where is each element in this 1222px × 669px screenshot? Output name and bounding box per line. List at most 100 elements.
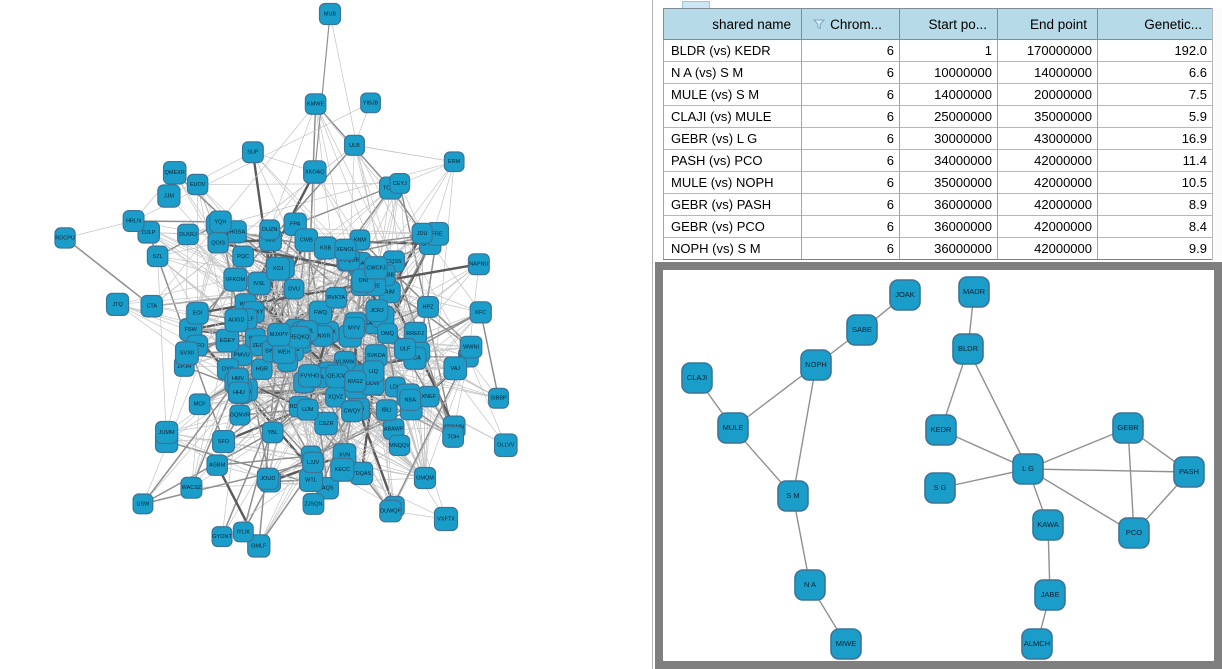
network-node[interactable]: OLLVV [493,433,518,458]
network-node[interactable]: ZJSQN [302,493,325,515]
network-node[interactable]: ULF [394,337,417,361]
network-node[interactable]: NVGZ [344,370,367,393]
network-edge[interactable] [166,381,356,433]
table-cell[interactable]: 6 [801,127,900,150]
network-node[interactable]: ULB [343,134,366,156]
network-edge[interactable] [479,311,500,399]
network-node[interactable]: SFO [211,429,236,454]
network-edge[interactable] [315,103,423,234]
network-edge[interactable] [393,356,469,507]
network-node[interactable]: YIBJB [360,92,381,114]
network-node[interactable]: S G [924,472,956,504]
network-node[interactable]: SIBBP [488,387,510,409]
network-node[interactable]: JTQ [105,292,130,316]
table-cell[interactable]: 36000000 [899,193,998,216]
table-cell[interactable]: NOPH (vs) S M [663,237,802,260]
network-node[interactable]: USW [132,493,154,515]
network-node[interactable]: L G [1012,453,1044,485]
network-node[interactable]: RDCPU [54,227,76,249]
network-node[interactable]: JDU [411,222,433,244]
table-cell[interactable]: 6 [801,215,900,238]
table-cell[interactable]: 6 [801,39,900,62]
table-row[interactable]: GEBR (vs) PCO 6 36000000 42000000 8.4 [663,215,1213,238]
network-node[interactable]: ALMCH [1021,628,1053,660]
network-node[interactable]: BLDR [952,333,984,365]
table-cell[interactable]: N A (vs) S M [663,61,802,84]
table-cell[interactable]: 1 [899,39,998,62]
network-edge[interactable] [408,312,482,396]
network-edge[interactable] [325,187,391,249]
table-row[interactable]: N A (vs) S M 6 10000000 14000000 6.6 [663,61,1213,84]
network-node[interactable]: HHU [227,381,250,404]
network-node[interactable]: MADR [958,276,990,308]
panel-splitter[interactable] [652,0,653,669]
network-node[interactable]: N A [794,569,826,601]
column-header-genetic-[interactable]: Genetic... [1097,8,1213,40]
network-node[interactable]: DUWQF [379,499,402,523]
network-node[interactable]: LJJV [302,451,324,474]
table-cell[interactable]: 14000000 [899,83,998,106]
network-node[interactable]: CEYJ [389,172,411,194]
table-cell[interactable]: 9.9 [1097,237,1213,260]
network-edge[interactable] [314,13,331,173]
network-node[interactable]: UJM [296,398,319,421]
network-edge[interactable] [967,348,1029,470]
network-node[interactable]: GQNVR [229,404,251,426]
table-cell[interactable]: 35000000 [997,105,1098,128]
network-node[interactable]: JUMM [155,420,179,445]
column-header-end-point[interactable]: End point [997,8,1098,40]
network-node[interactable]: QOIS [207,232,229,254]
network-node[interactable]: AGBM [206,454,228,476]
table-cell[interactable]: 34000000 [899,149,998,172]
table-cell[interactable]: GEBR (vs) L G [663,127,802,150]
network-node[interactable]: JOUD [256,467,279,490]
network-node[interactable]: VXFTX [433,506,459,532]
network-edge[interactable] [1027,427,1129,470]
network-node[interactable]: YQH [209,210,232,234]
network-edge[interactable] [393,261,406,350]
table-row[interactable]: MULE (vs) S M 6 14000000 20000000 7.5 [663,83,1213,106]
network-node[interactable]: SUP [241,141,264,164]
network-node[interactable]: EOI [186,301,209,325]
network-edge[interactable] [269,103,316,231]
network-node[interactable]: FVYHO [297,364,322,388]
table-cell[interactable]: 14000000 [997,61,1098,84]
network-node[interactable]: KECC [330,457,355,482]
network-node[interactable]: KMWE [304,93,327,115]
network-node[interactable]: ERM [443,151,465,173]
table-cell[interactable]: 36000000 [899,215,998,238]
network-node[interactable]: CWQY [341,400,364,423]
network-edge[interactable] [217,242,295,290]
network-node[interactable]: TOH [442,425,465,448]
table-cell[interactable]: MULE (vs) NOPH [663,171,802,194]
network-edge[interactable] [1127,427,1135,534]
table-row[interactable]: MULE (vs) NOPH 6 35000000 42000000 10.5 [663,171,1213,194]
column-header-shared-name[interactable]: shared name [663,8,802,40]
network-node[interactable]: QMEXR [162,160,187,185]
table-cell[interactable]: 20000000 [997,83,1098,106]
network-edge[interactable] [142,391,241,505]
table-cell[interactable]: 42000000 [997,193,1098,216]
network-node[interactable]: KEDR [925,414,957,446]
network-edge[interactable] [142,461,314,505]
table-cell[interactable]: 8.9 [1097,193,1213,216]
network-node[interactable]: JCRJ [365,299,389,323]
network-node[interactable]: EGEY [215,328,240,353]
table-cell[interactable]: 8.4 [1097,215,1213,238]
table-cell[interactable]: 6 [801,237,900,260]
network-edge[interactable] [216,224,438,235]
network-edge[interactable] [258,423,327,547]
network-node[interactable]: CLAJI [681,362,713,394]
network-node[interactable]: GMQM [413,466,437,490]
network-edge[interactable] [64,220,134,239]
network-node[interactable]: IBLI [375,399,398,421]
network-node[interactable]: DMQ [376,322,398,344]
network-node[interactable]: KAWA [1032,509,1064,541]
network-node[interactable]: NOPH [800,349,832,381]
network-edge[interactable] [354,145,455,163]
network-edge[interactable] [309,375,395,507]
network-edge[interactable] [344,454,426,479]
table-cell[interactable]: 10000000 [899,61,998,84]
table-cell[interactable]: 6 [801,193,900,216]
table-cell[interactable]: CLAJI (vs) MULE [663,105,802,128]
